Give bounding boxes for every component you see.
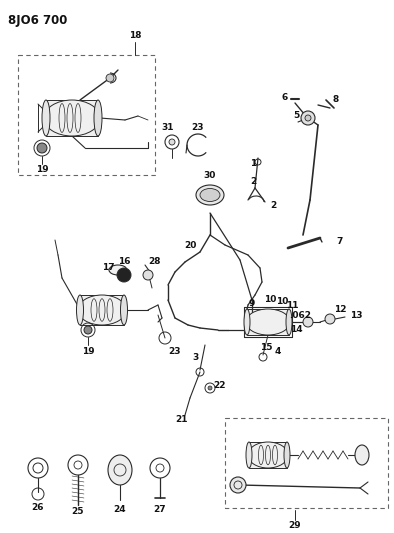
Text: 10: 10 <box>276 297 288 306</box>
Text: 20: 20 <box>184 240 196 249</box>
Circle shape <box>305 115 311 121</box>
Circle shape <box>106 74 114 82</box>
Circle shape <box>84 326 92 334</box>
Text: 17: 17 <box>102 262 114 271</box>
Text: .062: .062 <box>289 311 311 319</box>
Bar <box>247 309 289 335</box>
Text: 12: 12 <box>334 305 346 314</box>
Text: 8: 8 <box>333 95 339 104</box>
Circle shape <box>143 270 153 280</box>
Bar <box>80 295 124 325</box>
Ellipse shape <box>246 442 252 468</box>
Ellipse shape <box>108 455 132 485</box>
Text: 5: 5 <box>293 110 299 119</box>
Text: 23: 23 <box>192 124 204 133</box>
Ellipse shape <box>284 442 290 468</box>
Ellipse shape <box>355 445 369 465</box>
Text: 11: 11 <box>286 302 298 311</box>
Bar <box>249 442 287 468</box>
Text: 19: 19 <box>36 166 48 174</box>
Text: 28: 28 <box>149 257 161 266</box>
Ellipse shape <box>246 309 290 335</box>
Text: 10: 10 <box>264 295 276 304</box>
Text: 18: 18 <box>129 30 141 39</box>
Circle shape <box>301 111 315 125</box>
Ellipse shape <box>248 442 288 468</box>
Text: 24: 24 <box>114 505 126 514</box>
Ellipse shape <box>200 189 220 201</box>
Text: 13: 13 <box>350 311 362 320</box>
Text: 27: 27 <box>154 505 166 514</box>
Text: 8JO6 700: 8JO6 700 <box>8 14 67 27</box>
Ellipse shape <box>244 309 250 335</box>
Text: 15: 15 <box>260 343 272 352</box>
Bar <box>46 100 98 136</box>
Ellipse shape <box>42 100 50 136</box>
Text: 19: 19 <box>82 348 94 357</box>
Circle shape <box>303 317 313 327</box>
Text: 26: 26 <box>32 504 44 513</box>
Ellipse shape <box>78 295 126 325</box>
Circle shape <box>37 143 47 153</box>
Text: 29: 29 <box>289 521 301 529</box>
Ellipse shape <box>44 100 100 136</box>
Text: 21: 21 <box>176 416 188 424</box>
Ellipse shape <box>196 185 224 205</box>
Circle shape <box>230 477 246 493</box>
Circle shape <box>169 139 175 145</box>
Text: 1: 1 <box>250 158 256 167</box>
Text: 31: 31 <box>162 124 174 133</box>
Text: 3: 3 <box>193 353 199 362</box>
Ellipse shape <box>76 295 84 325</box>
Circle shape <box>208 386 212 390</box>
Ellipse shape <box>286 309 292 335</box>
Text: 2: 2 <box>250 177 256 187</box>
Text: 9: 9 <box>249 298 255 308</box>
Ellipse shape <box>109 265 127 275</box>
Text: 25: 25 <box>72 507 84 516</box>
Text: 16: 16 <box>118 257 130 266</box>
Text: 30: 30 <box>204 172 216 181</box>
Text: 4: 4 <box>275 348 281 357</box>
Text: 23: 23 <box>169 348 181 357</box>
Text: 22: 22 <box>214 381 226 390</box>
Ellipse shape <box>94 100 102 136</box>
Text: 14: 14 <box>290 326 302 335</box>
Text: 2: 2 <box>270 200 276 209</box>
Circle shape <box>117 268 131 282</box>
Circle shape <box>325 314 335 324</box>
Text: 7: 7 <box>337 238 343 246</box>
Ellipse shape <box>121 295 128 325</box>
Text: 6: 6 <box>282 93 288 102</box>
